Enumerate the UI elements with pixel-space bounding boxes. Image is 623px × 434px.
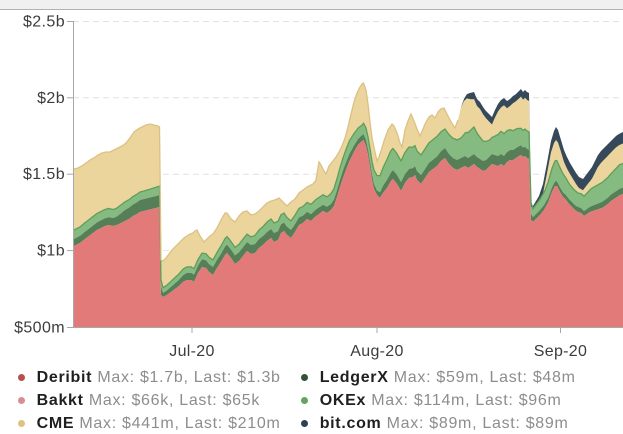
svg-text:Sep-20: Sep-20 xyxy=(534,343,587,360)
svg-text:$1b: $1b xyxy=(37,243,65,260)
svg-text:$500m: $500m xyxy=(14,320,65,337)
svg-text:Aug-20: Aug-20 xyxy=(350,343,403,360)
svg-text:Jul-20: Jul-20 xyxy=(169,343,214,360)
svg-text:$1.5b: $1.5b xyxy=(23,166,65,183)
svg-text:$2b: $2b xyxy=(37,90,65,107)
svg-text:$2.5b: $2.5b xyxy=(23,14,65,31)
